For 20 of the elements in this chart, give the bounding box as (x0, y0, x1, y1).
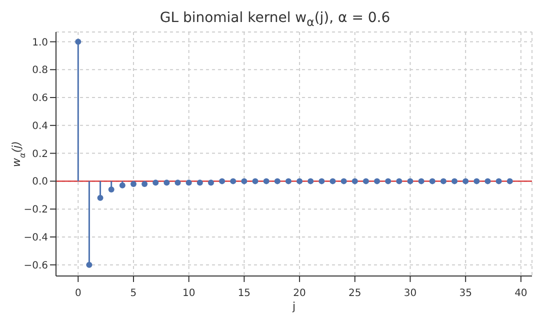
x-tick-label: 40 (514, 288, 528, 299)
y-tick-label: 0.6 (32, 93, 48, 104)
y-tick-label: −0.4 (24, 232, 48, 244)
x-tick-label: 25 (348, 288, 362, 299)
x-tick-label: 35 (459, 288, 472, 299)
y-tick-label: 0.0 (32, 176, 48, 188)
x-tick-label: 30 (404, 288, 417, 299)
x-tick-label: 15 (238, 288, 251, 299)
x-tick-label: 5 (130, 288, 137, 299)
y-tick-label: −0.6 (24, 260, 48, 272)
chart-title: GL binomial kernel w$_{α}$(j), α = 0.6 (158, 9, 392, 29)
x-tick-label: 10 (182, 288, 196, 299)
x-axis-title: j (291, 300, 296, 313)
y-tick-label: 0.4 (32, 120, 48, 132)
y-tick-label: 1.0 (32, 37, 48, 48)
x-tick-label: 0 (74, 288, 82, 299)
y-tick-label: −0.2 (24, 204, 48, 216)
y-tick-label: 0.2 (32, 148, 48, 160)
x-tick-label: 20 (293, 288, 306, 299)
y-tick-label: 0.8 (32, 65, 48, 76)
